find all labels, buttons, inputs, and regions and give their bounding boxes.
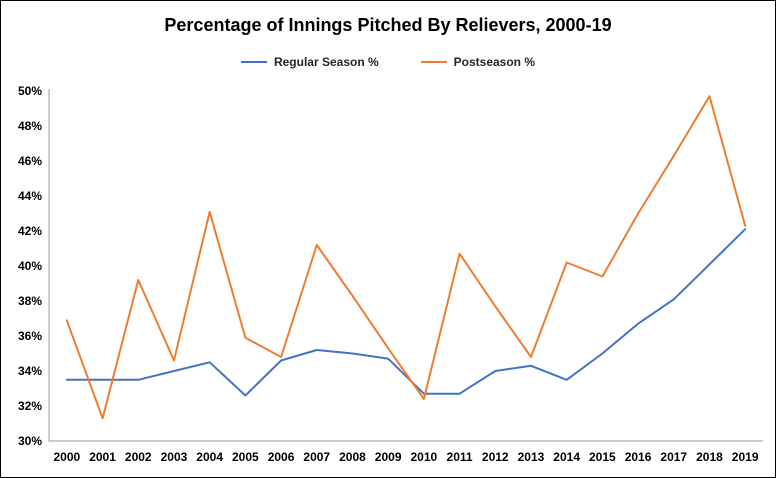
chart-legend: Regular Season % Postseason % <box>1 55 775 69</box>
x-axis-tick-label: 2013 <box>518 450 545 464</box>
y-axis-tick-label: 30% <box>18 434 42 448</box>
x-axis-tick-label: 2009 <box>375 450 402 464</box>
x-axis-tick-label: 2007 <box>303 450 330 464</box>
legend-label-postseason: Postseason % <box>453 55 536 69</box>
legend-line-swatch-postseason <box>420 61 447 63</box>
x-axis-tick-label: 2005 <box>232 450 259 464</box>
y-axis-tick-label: 46% <box>18 154 42 168</box>
y-axis-tick-label: 50% <box>18 84 42 98</box>
y-axis-tick-label: 42% <box>18 224 42 238</box>
x-axis-tick-label: 2000 <box>53 450 80 464</box>
legend-label-regular-season: Regular Season % <box>273 55 379 69</box>
y-axis-tick-label: 48% <box>18 119 42 133</box>
x-axis-tick-label: 2016 <box>625 450 652 464</box>
y-axis-tick-label: 34% <box>18 364 42 378</box>
legend-item-regular-season: Regular Season % <box>240 55 379 69</box>
y-axis-tick-label: 32% <box>18 399 42 413</box>
x-axis-tick-label: 2002 <box>125 450 152 464</box>
y-axis-tick-label: 44% <box>18 189 42 203</box>
x-axis-tick-label: 2003 <box>161 450 188 464</box>
x-axis-tick-label: 2010 <box>410 450 437 464</box>
x-axis-tick-label: 2001 <box>89 450 116 464</box>
x-axis-tick-label: 2015 <box>589 450 616 464</box>
x-axis-tick-label: 2017 <box>660 450 687 464</box>
chart-title: Percentage of Innings Pitched By Relieve… <box>164 15 612 35</box>
x-axis-tick-label: 2014 <box>553 450 580 464</box>
x-axis-tick-label: 2018 <box>696 450 723 464</box>
x-axis-tick-label: 2004 <box>196 450 223 464</box>
x-axis-tick-label: 2019 <box>732 450 759 464</box>
y-axis-tick-label: 38% <box>18 294 42 308</box>
x-axis-tick-label: 2008 <box>339 450 366 464</box>
y-axis-tick-label: 36% <box>18 329 42 343</box>
legend-item-postseason: Postseason % <box>420 55 536 69</box>
legend-line-swatch-regular-season <box>240 61 267 63</box>
x-axis-tick-label: 2006 <box>268 450 295 464</box>
x-axis-tick-label: 2012 <box>482 450 509 464</box>
series-line-regular-season <box>65 228 747 397</box>
series-line-postseason <box>65 95 747 420</box>
x-axis-tick-label: 2011 <box>447 450 473 464</box>
y-axis-tick-label: 40% <box>18 259 42 273</box>
